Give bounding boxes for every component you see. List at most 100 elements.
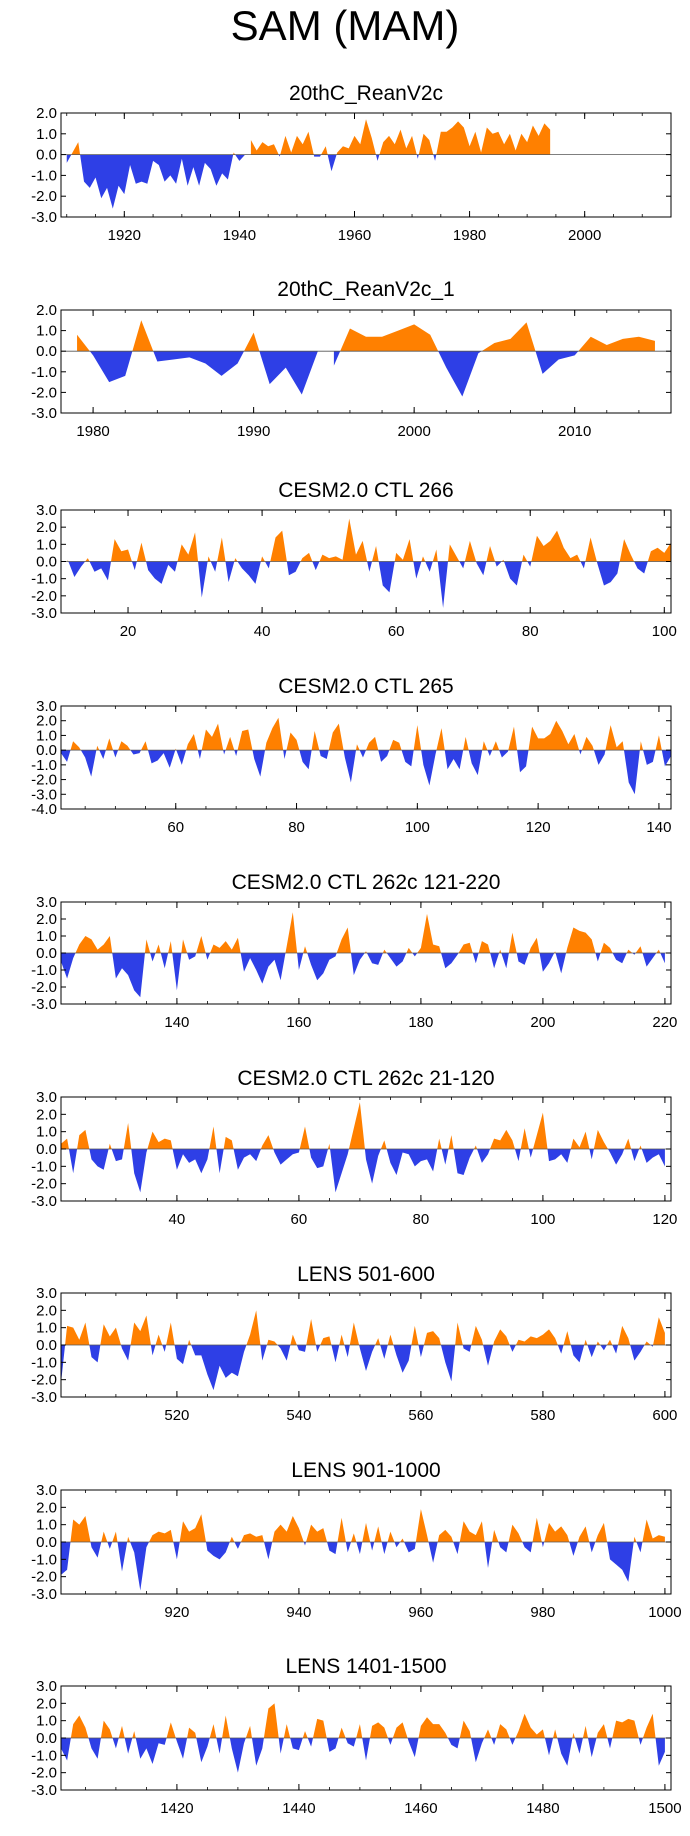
- y-tick-label: -1.0: [31, 167, 57, 184]
- positive-area: [65, 1310, 665, 1345]
- x-tick-label: 200: [530, 1014, 555, 1031]
- negative-area: [61, 953, 665, 998]
- positive-area: [70, 1703, 656, 1738]
- positive-area: [67, 518, 671, 562]
- x-tick-label: 1440: [282, 1800, 315, 1817]
- y-tick-label: 0.0: [36, 1141, 57, 1158]
- chart-title: CESM2.0 CTL 262c 21-120: [237, 1067, 494, 1090]
- y-tick-label: 0.0: [36, 1534, 57, 1551]
- y-tick-label: 3.0: [36, 894, 57, 911]
- x-tick-label: 100: [652, 623, 677, 640]
- y-tick-label: -3.0: [31, 405, 57, 422]
- x-tick-label: 60: [388, 623, 405, 640]
- positive-area: [75, 912, 661, 953]
- chart-panel: CESM2.0 CTL 265 3.02.01.00.0-1.0-2.0-3.0-…: [31, 675, 672, 836]
- negative-area: [61, 1345, 654, 1391]
- y-tick-label: -1.0: [31, 1747, 57, 1764]
- y-tick-label: -2.0: [31, 979, 57, 996]
- chart-panel: CESM2.0 CTL 262c 21-1203.02.01.00.0-1.0-…: [31, 1067, 677, 1228]
- y-tick-label: 1.0: [36, 323, 57, 340]
- x-tick-label: 140: [164, 1014, 189, 1031]
- chart-panel: 20thC_ReanV2c 2.0 1.0 0.0 -1.0 -2.0 -3.0 1920 19…: [31, 82, 672, 244]
- y-tick-label: -2.0: [31, 772, 57, 789]
- chart-title: LENS 501-600: [297, 1263, 435, 1286]
- chart-panel: CESM2.0 CTL 266 3.02.01.00.0-1.0-2.0-3.0 2…: [31, 479, 677, 640]
- chart-panel: LENS 901-1000 3.02.01.00.0-1.0-2.0-3.0 920…: [31, 1459, 681, 1621]
- y-tick-label: 3.0: [36, 1482, 57, 1499]
- x-tick-label: 600: [652, 1407, 677, 1424]
- y-tick-label: -2.0: [31, 1765, 57, 1782]
- positive-area: [77, 320, 655, 352]
- x-tick-label: 1980: [453, 227, 486, 244]
- y-tick-label: -3.0: [31, 1193, 57, 1210]
- x-tick-label: 540: [286, 1407, 311, 1424]
- y-tick-label: -3.0: [31, 786, 57, 803]
- x-tick-label: 20: [120, 623, 137, 640]
- y-tick-label: -4.0: [31, 801, 57, 818]
- negative-area: [68, 1149, 665, 1193]
- y-tick-label: 2.0: [36, 519, 57, 536]
- y-tick-label: 0.0: [36, 1337, 57, 1354]
- chart-title: 20thC_ReanV2c_1: [277, 278, 454, 301]
- x-tick-label: 180: [408, 1014, 433, 1031]
- x-tick-label: 220: [652, 1014, 677, 1031]
- x-tick-label: 1420: [160, 1800, 193, 1817]
- y-tick-label: 2.0: [36, 1499, 57, 1516]
- y-tick-label: 1.0: [36, 727, 57, 744]
- y-tick-label: 2.0: [36, 1302, 57, 1319]
- chart-title: LENS 901-1000: [291, 1459, 440, 1482]
- x-tick-label: 2000: [568, 227, 601, 244]
- x-tick-label: 40: [254, 623, 271, 640]
- x-tick-label: 1960: [338, 227, 371, 244]
- y-tick-label: 0.0: [36, 1730, 57, 1747]
- y-tick-label: 3.0: [36, 1285, 57, 1302]
- x-tick-label: 940: [286, 1604, 311, 1621]
- x-tick-label: 1980: [76, 423, 109, 440]
- x-tick-label: 40: [169, 1211, 186, 1228]
- negative-area: [89, 351, 579, 397]
- chart-title: 20thC_ReanV2c: [289, 82, 443, 105]
- x-tick-label: 580: [530, 1407, 555, 1424]
- y-tick-label: 2.0: [36, 1695, 57, 1712]
- x-tick-label: 1500: [648, 1800, 681, 1817]
- y-tick-label: 1.0: [36, 1713, 57, 1730]
- y-tick-label: 1.0: [36, 536, 57, 553]
- x-tick-label: 520: [164, 1407, 189, 1424]
- chart-panel: LENS 501-600 3.02.01.00.0-1.0-2.0-3.0 520 5…: [31, 1263, 677, 1424]
- y-tick-label: 3.0: [36, 1089, 57, 1106]
- negative-area: [66, 154, 437, 209]
- y-tick-label: 2.0: [36, 713, 57, 730]
- y-tick-label: 0.0: [36, 945, 57, 962]
- y-tick-label: 0.0: [36, 343, 57, 360]
- x-tick-label: 120: [526, 819, 551, 836]
- positive-area: [70, 1509, 665, 1542]
- y-tick-label: -1.0: [31, 962, 57, 979]
- y-tick-label: 3.0: [36, 1678, 57, 1695]
- y-tick-label: 0.0: [36, 147, 57, 164]
- positive-area: [70, 717, 662, 751]
- x-tick-label: 120: [652, 1211, 677, 1228]
- y-tick-label: -3.0: [31, 1782, 57, 1799]
- y-tick-label: 0.0: [36, 742, 57, 759]
- x-tick-label: 100: [405, 819, 430, 836]
- negative-area: [61, 1542, 643, 1591]
- x-tick-label: 560: [408, 1407, 433, 1424]
- y-tick-label: 1.0: [36, 126, 57, 143]
- x-tick-label: 160: [286, 1014, 311, 1031]
- y-tick-label: -2.0: [31, 1176, 57, 1193]
- y-tick-label: -2.0: [31, 384, 57, 401]
- x-tick-label: 1460: [404, 1800, 437, 1817]
- negative-area: [61, 750, 671, 795]
- y-tick-label: -3.0: [31, 1389, 57, 1406]
- y-tick-label: 1.0: [36, 1124, 57, 1141]
- plot-frame: [60, 112, 672, 218]
- chart-panel: LENS 1401-1500 3.02.01.00.0-1.0-2.0-3.0 14…: [31, 1655, 681, 1817]
- x-tick-label: 60: [167, 819, 184, 836]
- y-tick-label: 1.0: [36, 1320, 57, 1337]
- negative-area: [61, 1738, 665, 1773]
- y-tick-label: -1.0: [31, 1158, 57, 1175]
- y-tick-label: -3.0: [31, 209, 57, 226]
- x-tick-label: 80: [522, 623, 539, 640]
- chart-title: CESM2.0 CTL 262c 121-220: [232, 871, 501, 894]
